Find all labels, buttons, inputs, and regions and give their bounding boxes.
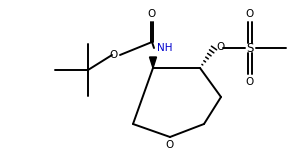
Text: O: O <box>110 50 118 60</box>
Text: S: S <box>246 41 254 55</box>
Text: O: O <box>166 140 174 150</box>
Text: O: O <box>246 9 254 19</box>
Text: O: O <box>148 9 156 19</box>
Polygon shape <box>150 57 156 68</box>
Text: NH: NH <box>157 43 173 53</box>
Text: O: O <box>216 42 224 52</box>
Text: O: O <box>246 77 254 87</box>
